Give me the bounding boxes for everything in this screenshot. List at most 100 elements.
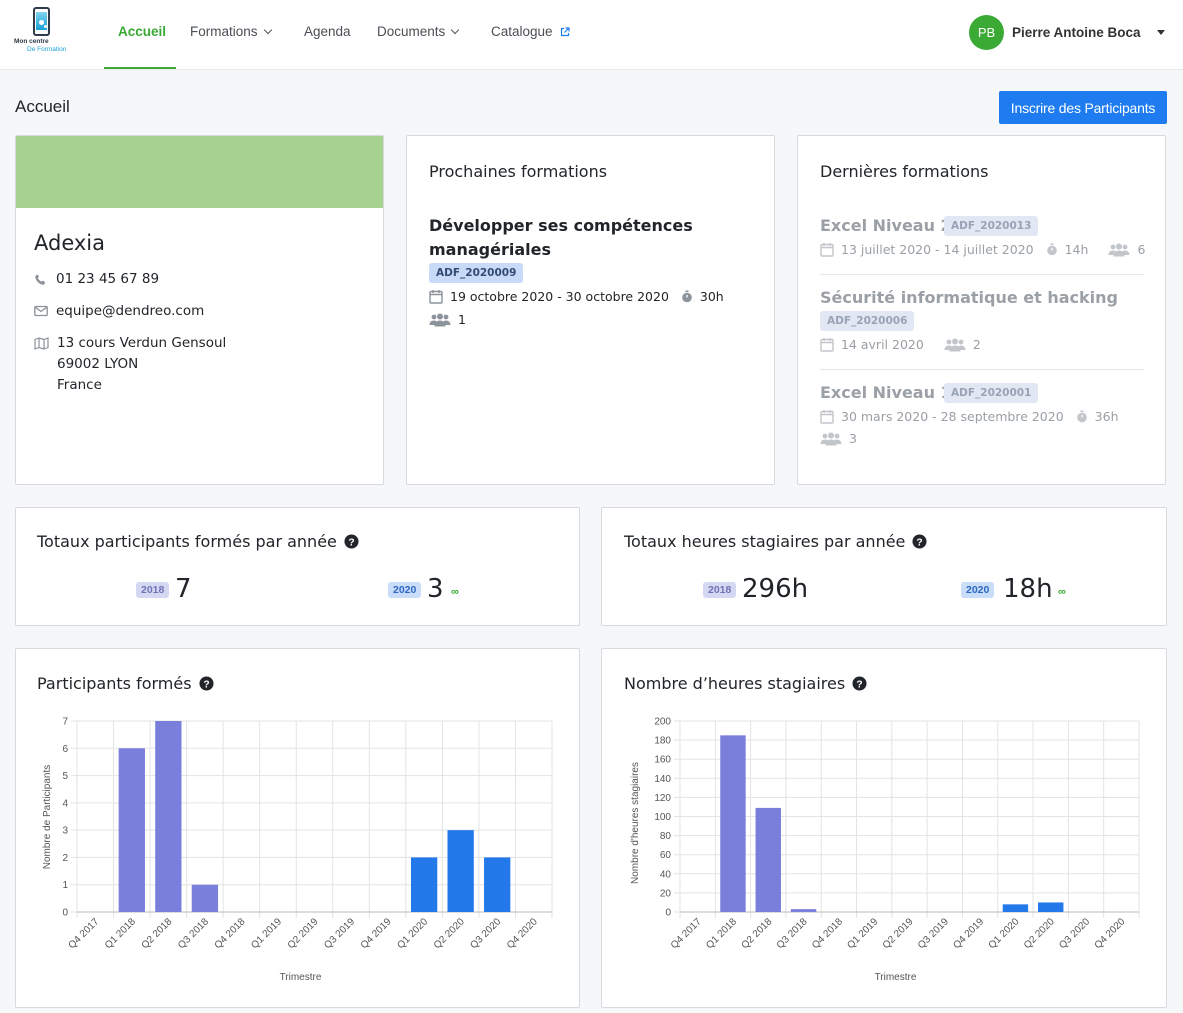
nav-documents[interactable]: Documents [377,24,460,39]
recent-training-title[interactable]: Sécurité informatique et hacking [820,288,1118,307]
upcoming-training-title-line2: managériales [429,240,551,259]
x-tick-label: Q2 2019 [881,916,916,951]
participants-count: 1 [458,312,466,327]
company-email-row: equipe@dendreo.com [34,301,204,322]
nav-agenda[interactable]: Agenda [304,24,351,39]
bar-q3-2018[interactable] [191,884,219,912]
stopwatch-icon [682,290,692,303]
help-icon[interactable]: ? [852,676,867,691]
help-icon[interactable]: ? [199,676,214,691]
nav-formations[interactable]: Formations [190,24,272,39]
user-menu[interactable]: PB Pierre Antoine Boca [969,15,1165,50]
company-name: Adexia [34,231,106,255]
y-tick-label: 60 [660,850,672,861]
users-icon [429,313,451,326]
nav-accueil[interactable]: Accueil [118,24,166,39]
recent-trainings-card: Dernières formations Excel Niveau 2 ADF_… [797,135,1166,485]
year-badge: 2020 [961,582,995,598]
y-tick-label: 120 [654,793,671,804]
recent-training-meta: 13 juillet 2020 - 14 juillet 2020 14h 6 [820,242,1145,257]
hours-chart-title: Nombre d’heures stagiaires ? [624,674,867,693]
bar-q2-2020[interactable] [447,830,474,912]
app-logo[interactable]: Mon centre De Formation [14,7,70,57]
external-link-icon [560,26,570,36]
bar-q2-2020[interactable] [1038,902,1064,912]
users-icon [820,432,842,445]
company-phone: 01 23 45 67 89 [56,271,160,287]
x-tick-label: Q4 2018 [810,916,845,951]
phone-icon [35,274,46,285]
recent-training-duration: 36h [1094,409,1119,424]
x-tick-label: Q2 2020 [1022,916,1057,951]
bar-q1-2020[interactable] [1002,904,1029,912]
x-tick-label: Q3 2019 [322,916,357,951]
company-phone-row: 01 23 45 67 89 [34,269,159,290]
recent-training-title[interactable]: Excel Niveau 1 [820,383,952,402]
help-icon[interactable]: ? [912,534,927,549]
infinity-indicator: ∞ [451,586,459,598]
svg-text:?: ? [203,679,209,690]
bar-q1-2018[interactable] [118,748,145,912]
totals-hours-card: Totaux heures stagiaires par année ? 201… [601,507,1167,626]
nav-catalogue[interactable]: Catalogue [491,24,570,39]
help-icon[interactable]: ? [344,534,359,549]
participants-count: 2 [972,337,981,352]
nav-catalogue-label: Catalogue [491,24,553,39]
participants-chart-title-text: Participants formés [37,674,192,693]
recent-title: Dernières formations [820,162,989,181]
y-tick-label: 40 [660,869,672,880]
y-tick-label: 80 [660,831,672,842]
company-card: Adexia 01 23 45 67 89 equipe@dendreo.com… [15,135,384,485]
totals-hours-title-text: Totaux heures stagiaires par année [624,532,906,551]
training-code-badge: ADF_2020006 [820,311,915,331]
recent-training-title[interactable]: Excel Niveau 2 [820,216,952,235]
upcoming-trainings-card: Prochaines formations Développer ses com… [406,135,775,485]
totals-participants-card: Totaux participants formés par année ? 2… [15,507,580,626]
upcoming-training-meta: 19 octobre 2020 - 30 octobre 2020 30h [429,289,724,304]
participants-count: 3 [849,431,857,446]
recent-training-meta: 30 mars 2020 - 28 septembre 2020 36h [820,409,1119,424]
register-participants-button[interactable]: Inscrire des Participants [999,91,1167,124]
bar-q1-2020[interactable] [410,857,438,912]
recent-training-dates: 14 avril 2020 [841,337,924,352]
x-tick-label: Q1 2019 [249,916,284,951]
bar-q2-2018[interactable] [155,721,182,912]
participants-chart-title: Participants formés ? [37,674,214,693]
upcoming-training-participants: 1 [429,312,466,327]
calendar-icon [820,338,834,352]
upcoming-training-title[interactable]: Développer ses compétences managériales [429,214,693,262]
users-icon [1108,243,1130,256]
x-tick-label: Q3 2020 [468,916,503,951]
divider [820,369,1144,370]
bar-q1-2018[interactable] [720,735,746,912]
bar-q3-2020[interactable] [484,857,511,912]
y-tick-label: 3 [62,826,68,837]
total-value: 7 [175,574,192,604]
recent-training-meta: 14 avril 2020 2 [820,337,981,352]
nav-formations-label: Formations [190,24,258,39]
bar-q2-2018[interactable] [755,807,781,912]
logo-line2: De Formation [27,46,67,53]
participants-chart-card: Participants formés ? 0 1 2 3 4 5 6 7 Q4 2017 Q1 … [15,648,580,1008]
stopwatch-icon [1076,410,1087,423]
company-email[interactable]: equipe@dendreo.com [56,303,205,319]
calendar-icon [820,243,834,257]
chevron-down-icon [263,25,272,35]
x-tick-label: Q2 2020 [432,916,467,951]
svg-text:?: ? [348,537,354,548]
year-badge: 2020 [388,582,422,598]
bar-q3-2018[interactable] [790,909,817,912]
y-tick-label: 1 [62,880,68,891]
x-tick-label: Q2 2018 [739,916,774,951]
x-tick-label: Q3 2018 [176,916,211,951]
upcoming-training-duration: 30h [699,289,724,304]
address-line2: 69002 LYON [57,356,139,372]
hours-chart-card: Nombre d’heures stagiaires ? 0 20 40 60 80 10… [601,648,1167,1008]
recent-training-dates: 13 juillet 2020 - 14 juillet 2020 [841,242,1034,257]
stopwatch-icon [1046,243,1057,256]
company-address: 13 cours Verdun Gensoul 69002 LYON Franc… [57,333,226,396]
upcoming-title: Prochaines formations [429,162,608,181]
address-line3: France [57,377,102,393]
calendar-icon [429,290,443,304]
